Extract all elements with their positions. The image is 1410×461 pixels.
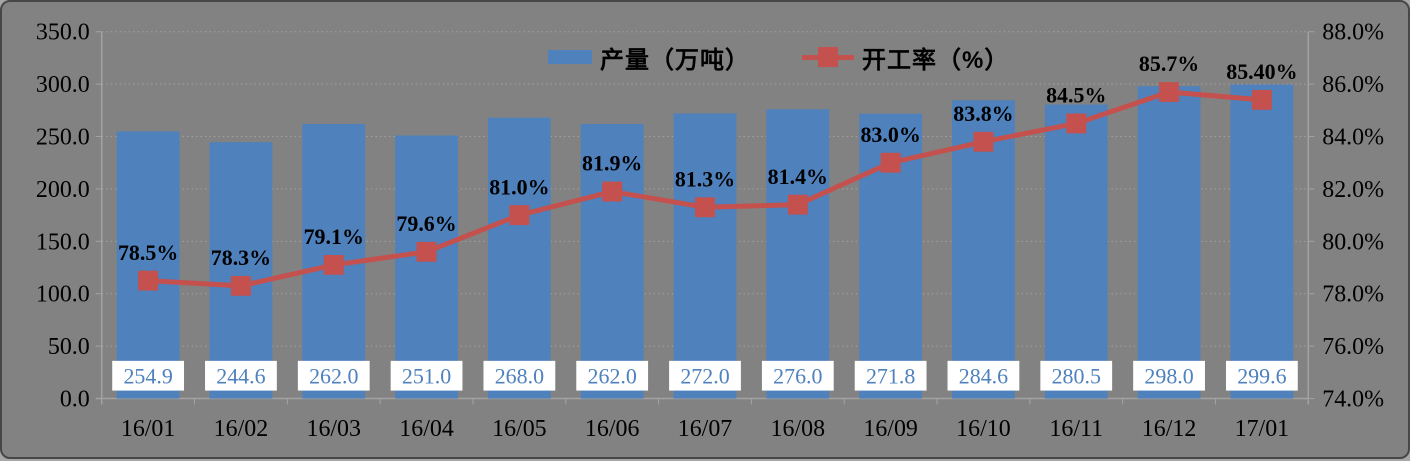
- bar-value-label: 298.0: [1144, 365, 1193, 389]
- production-bar: [116, 131, 180, 399]
- right-axis-label: 84.0%: [1322, 125, 1384, 151]
- left-axis-label: 350.0: [36, 20, 90, 46]
- rate-value-label: 78.5%: [118, 241, 178, 265]
- rate-value-label: 83.8%: [953, 102, 1013, 126]
- left-axis-label: 250.0: [36, 125, 90, 151]
- left-axis-label: 200.0: [36, 177, 90, 203]
- production-bar: [580, 123, 644, 399]
- line-marker: [323, 254, 344, 275]
- line-marker: [695, 197, 715, 218]
- x-axis-category-label: 16/12: [1142, 416, 1197, 442]
- x-axis-category-label: 16/02: [214, 416, 269, 442]
- right-axis-label: 80.0%: [1322, 229, 1384, 255]
- rate-value-label: 85.7%: [1139, 52, 1199, 76]
- rate-value-label: 81.9%: [582, 152, 642, 176]
- rate-value-label: 78.3%: [211, 246, 271, 270]
- x-axis-category-label: 16/01: [121, 416, 176, 442]
- line-marker: [787, 194, 808, 215]
- bar-value-box: [205, 360, 277, 391]
- bar-value-label: 262.0: [309, 365, 358, 389]
- bar-value-box: [854, 360, 927, 391]
- bar-value-box: [112, 360, 185, 391]
- production-bar: [1044, 104, 1108, 399]
- x-axis-category-label: 16/07: [678, 416, 733, 442]
- bar-value-box: [483, 360, 556, 391]
- bar-value-box: [576, 360, 649, 391]
- rate-value-label: 81.4%: [768, 165, 828, 189]
- line-marker: [230, 275, 251, 296]
- right-axis-label: 86.0%: [1322, 72, 1384, 98]
- x-axis-category-label: 16/09: [863, 416, 918, 442]
- bar-value-label: 280.5: [1052, 365, 1101, 389]
- right-axis-label: 88.0%: [1322, 20, 1384, 46]
- left-axis-label: 0.0: [60, 387, 90, 413]
- right-axis-label: 74.0%: [1322, 387, 1384, 413]
- x-axis-category-label: 17/01: [1235, 416, 1290, 442]
- line-marker: [416, 241, 437, 262]
- line-marker: [138, 270, 159, 291]
- production-bar: [766, 109, 830, 399]
- left-axis-label: 300.0: [36, 72, 90, 98]
- bar-value-label: 268.0: [495, 365, 544, 389]
- line-marker: [1159, 82, 1180, 102]
- line-marker: [973, 131, 994, 152]
- bar-value-box: [1040, 360, 1113, 391]
- x-axis-category-label: 16/08: [771, 416, 826, 442]
- right-axis-label: 82.0%: [1322, 177, 1384, 203]
- left-axis-label: 100.0: [36, 282, 90, 308]
- line-marker: [602, 181, 623, 202]
- bar-value-label: 272.0: [680, 365, 729, 389]
- bar-value-label: 276.0: [773, 365, 822, 389]
- rate-value-label: 79.1%: [304, 225, 364, 249]
- production-bar: [1230, 84, 1294, 399]
- right-axis-label: 76.0%: [1322, 334, 1384, 360]
- bar-value-box: [947, 360, 1020, 391]
- bar-value-box: [669, 360, 741, 391]
- bar-value-box: [1225, 360, 1298, 391]
- x-axis-category-label: 16/06: [585, 416, 640, 442]
- x-axis-category-label: 16/03: [306, 416, 361, 442]
- x-axis-category-label: 16/10: [956, 416, 1011, 442]
- left-axis-label: 50.0: [48, 334, 90, 360]
- rate-value-label: 84.5%: [1046, 84, 1106, 108]
- production-bar: [209, 142, 273, 399]
- bar-value-box: [761, 360, 834, 391]
- bar-value-box: [297, 360, 370, 391]
- right-axis-label: 78.0%: [1322, 282, 1384, 308]
- production-bar: [395, 135, 458, 399]
- rate-value-label: 85.40%: [1226, 60, 1297, 84]
- rate-value-label: 83.0%: [860, 123, 920, 147]
- line-marker: [509, 205, 530, 226]
- bar-value-label: 271.8: [866, 365, 915, 389]
- bar-value-label: 251.0: [402, 365, 451, 389]
- production-bar: [673, 113, 737, 399]
- line-marker: [880, 152, 901, 173]
- line-marker: [1251, 89, 1272, 110]
- bar-value-label: 284.6: [959, 365, 1008, 389]
- line-marker: [1066, 113, 1087, 134]
- bar-value-label: 262.0: [588, 365, 637, 389]
- rate-value-label: 81.0%: [489, 175, 549, 199]
- bar-value-box: [390, 360, 463, 391]
- bar-value-label: 299.6: [1237, 365, 1286, 389]
- left-axis-label: 150.0: [36, 229, 90, 255]
- x-axis-category-label: 16/04: [399, 416, 454, 442]
- rate-value-label: 81.3%: [675, 168, 735, 192]
- x-axis-category-label: 16/05: [492, 416, 547, 442]
- x-axis-category-label: 16/11: [1049, 416, 1103, 442]
- bar-value-box: [1133, 360, 1205, 391]
- production-bar: [487, 117, 551, 399]
- bar-value-label: 244.6: [216, 365, 265, 389]
- rate-value-label: 79.6%: [396, 212, 456, 236]
- bar-value-label: 254.9: [123, 365, 172, 389]
- production-bar: [1137, 86, 1201, 399]
